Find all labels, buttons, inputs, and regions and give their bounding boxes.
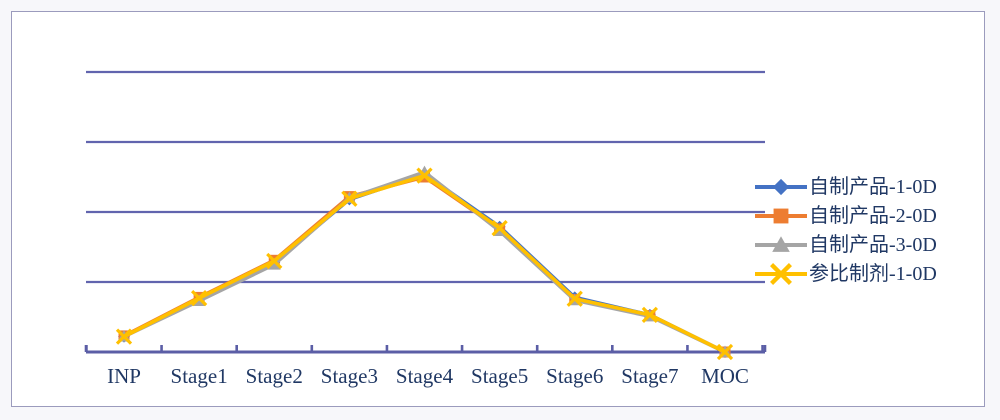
data-point-marker [416,167,433,184]
legend-marker-triangle-icon [753,233,809,257]
series-line [122,175,727,354]
x-axis-label-stage7: Stage7 [621,364,679,388]
legend-item-3[interactable]: 自制产品-3-0D [753,230,985,259]
x-axis-label-inp: INP [107,364,141,388]
series-2 [118,171,731,358]
data-point-marker [491,219,508,237]
data-point-marker [772,178,790,195]
data-point-marker [115,328,133,345]
chart-legend: 自制产品-1-0D 自制产品-2-0D 自制产品-3-0D 参比制剂-1-0D [753,172,985,288]
series-4 [115,167,734,361]
legend-item-2[interactable]: 自制产品-2-0D [753,201,985,230]
data-point-marker [773,208,789,223]
chart-frame [11,11,985,407]
legend-marker-diamond-icon [753,175,809,199]
legend-label: 参比制剂-1-0D [809,262,937,285]
gridlines [86,70,765,284]
x-axis-label-stage5: Stage5 [471,364,529,388]
x-axis-label-stage4: Stage4 [395,364,454,388]
x-axis-label-stage3: Stage3 [320,364,378,388]
data-point-marker [770,262,792,285]
data-point-marker [566,290,583,307]
legend-marker-square-icon [753,204,809,228]
data-series [115,165,734,361]
data-point-marker [266,252,283,270]
category-axis [84,345,767,354]
data-point-marker [341,190,358,207]
legend-item-4[interactable]: 参比制剂-1-0D [753,259,985,288]
x-axis-label-stage6: Stage6 [546,364,604,388]
legend-marker-x-icon [753,262,809,286]
x-axis-label-stage1: Stage1 [170,364,228,388]
legend-item-1[interactable]: 自制产品-1-0D [753,172,985,201]
data-point-marker [641,306,659,324]
series-1 [118,168,731,358]
series-line [122,172,727,354]
legend-label: 自制产品-2-0D [809,204,937,227]
data-point-marker [267,258,281,270]
x-axis-label-stage2: Stage2 [245,364,303,388]
data-point-marker [190,289,208,307]
data-point-marker [772,235,790,252]
legend-label: 自制产品-1-0D [809,175,937,198]
x-axis-label-moc: MOC [701,364,749,388]
series-line [122,173,727,354]
series-line [122,170,727,354]
legend-label: 自制产品-3-0D [809,233,937,256]
series-3 [117,165,732,358]
data-point-marker [716,343,734,361]
